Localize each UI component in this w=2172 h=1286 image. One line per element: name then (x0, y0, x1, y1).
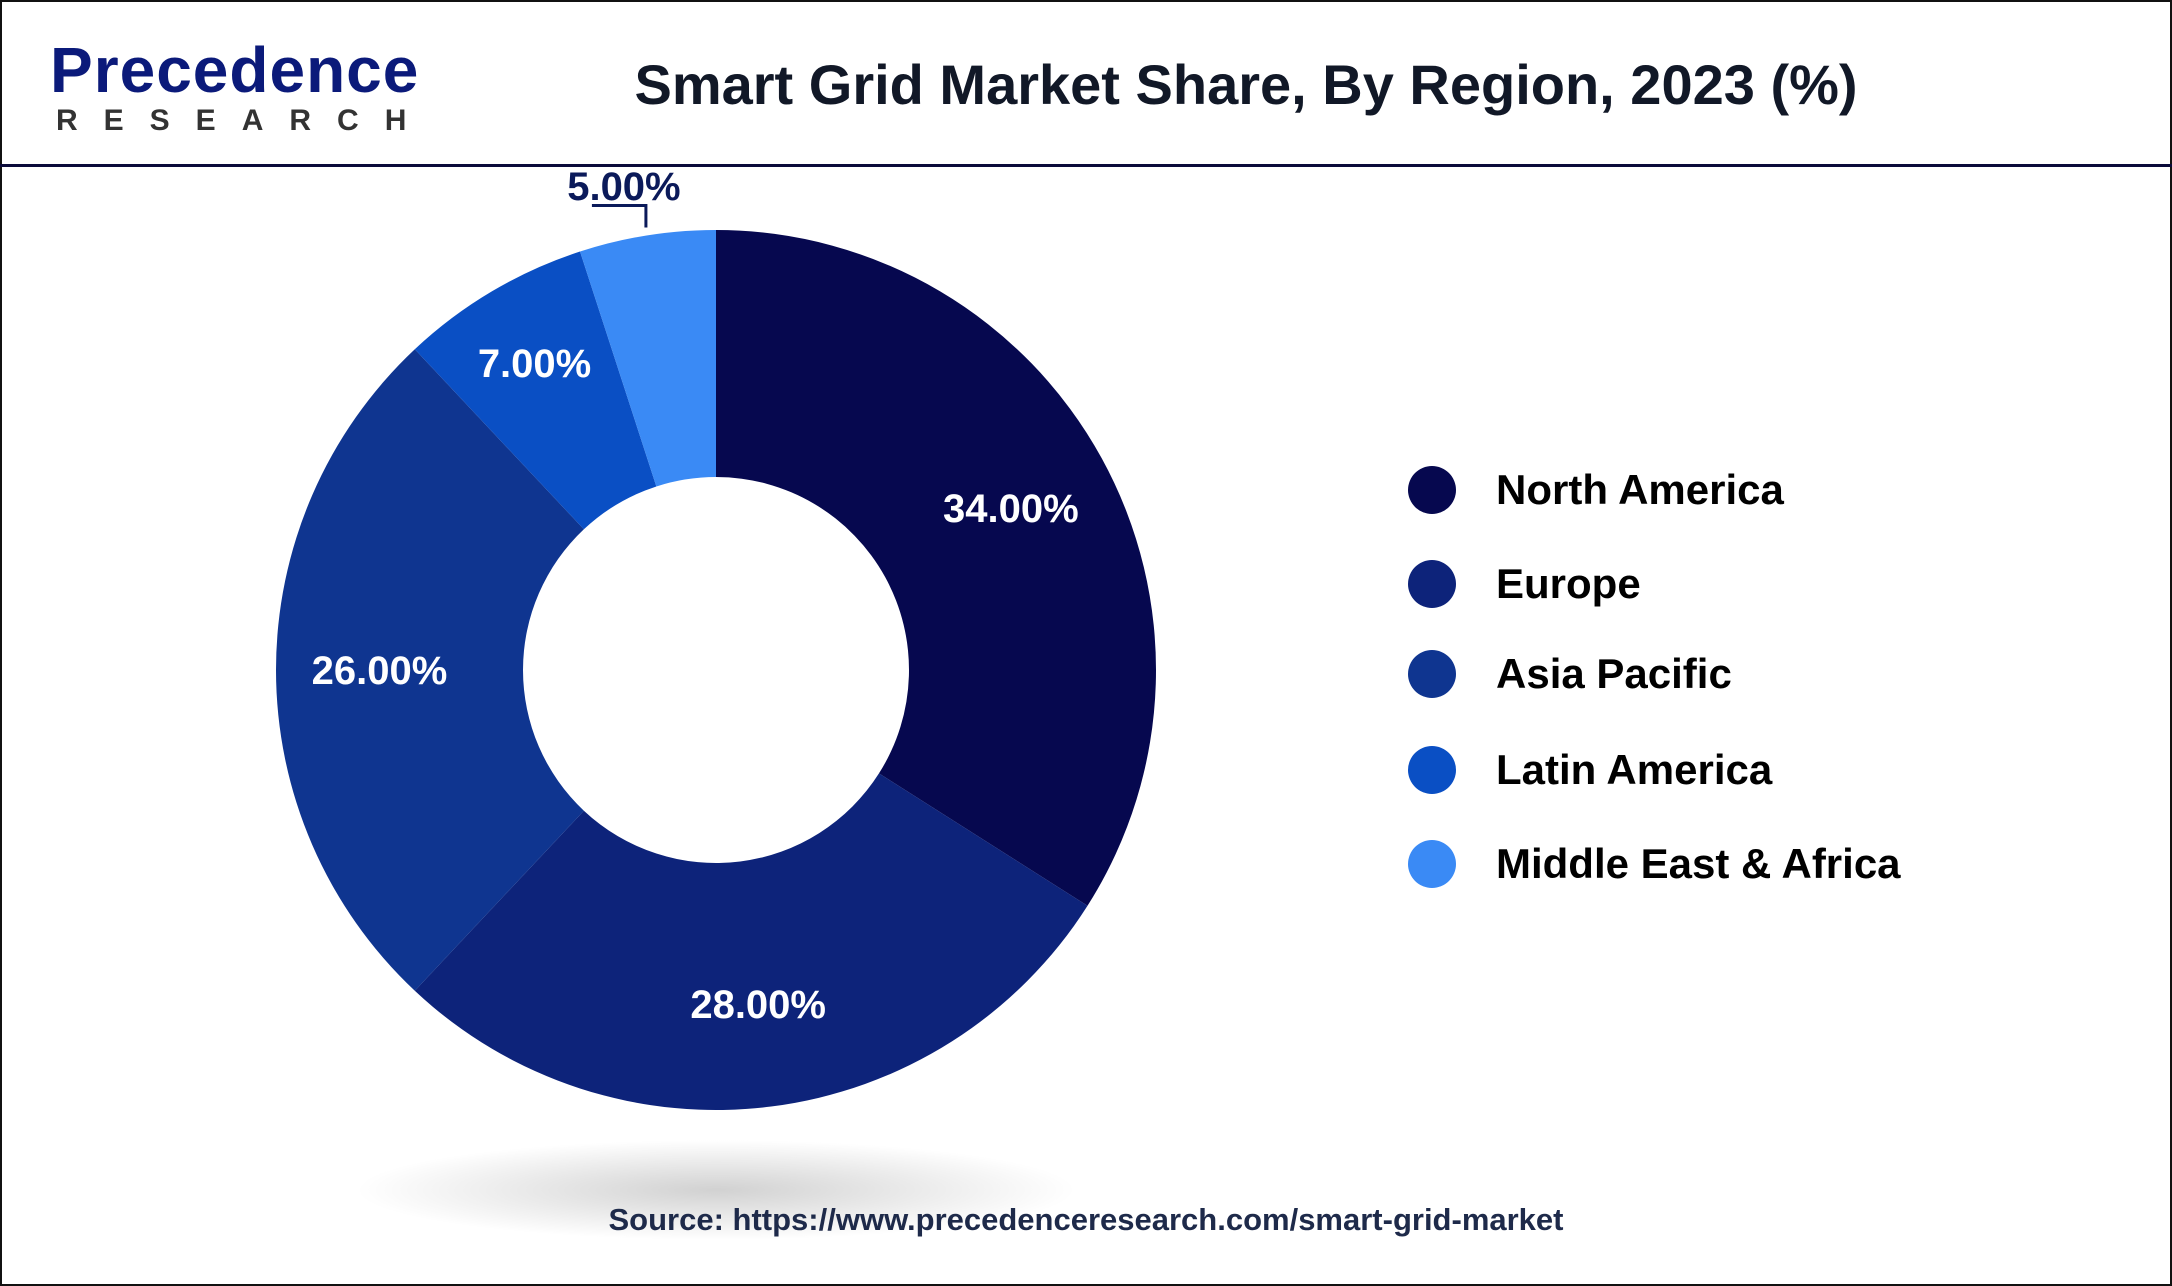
slice-europe (414, 773, 1088, 1111)
leader-line (591, 204, 648, 228)
source-text: Source: https://www.precedenceresearch.c… (608, 1202, 1564, 1237)
data-label: 5.00% (567, 165, 680, 209)
legend-label: North America (1496, 466, 1784, 513)
logo-wordmark: Precedence (50, 34, 420, 106)
legend-swatch-icon (1408, 840, 1456, 888)
data-label: 7.00% (478, 342, 591, 386)
legend-item: North America (1408, 460, 1784, 520)
legend-swatch-icon (1408, 650, 1456, 698)
slice-north-america (716, 230, 1156, 906)
legend-swatch-icon (1408, 560, 1456, 608)
legend-swatch-icon (1408, 466, 1456, 514)
legend-item: Asia Pacific (1408, 644, 1732, 704)
header: Precedence RESEARCH Smart Grid Market Sh… (0, 0, 2172, 167)
legend-item: Middle East & Africa (1408, 834, 1901, 894)
legend-label: Latin America (1496, 746, 1773, 793)
chart-title: Smart Grid Market Share, By Region, 2023… (634, 53, 1858, 116)
legend-label: Asia Pacific (1496, 650, 1732, 697)
slice-asia-pacific (275, 349, 584, 991)
logo-subtitle: RESEARCH (56, 104, 433, 137)
data-label: 28.00% (690, 983, 826, 1027)
slice-latin-america (414, 251, 657, 530)
precedence-research-logo: Precedence RESEARCH (50, 38, 432, 138)
legend-swatch-icon (1408, 746, 1456, 794)
data-label: 34.00% (943, 487, 1079, 531)
legend-item: Europe (1408, 554, 1641, 614)
legend-item: Latin America (1408, 740, 1772, 800)
data-label: 26.00% (312, 649, 448, 693)
chart-shadow (356, 1140, 1076, 1240)
legend-label: Middle East & Africa (1496, 840, 1901, 887)
slice-middle-east-africa (580, 230, 716, 487)
legend-label: Europe (1496, 560, 1641, 607)
